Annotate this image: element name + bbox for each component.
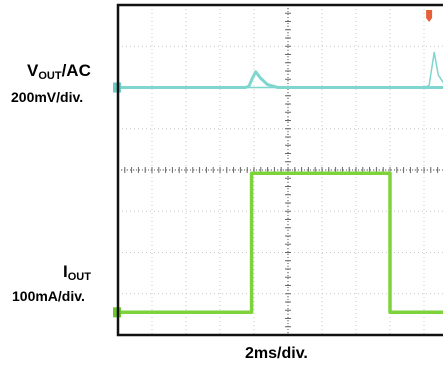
iout-trace <box>118 171 443 315</box>
time-scale-label: 2ms/div. <box>245 345 308 362</box>
iout-scale-label: 100mA/div. <box>12 288 85 304</box>
plot-frame <box>116 3 443 337</box>
vout-channel-label: VOUT/AC <box>27 61 91 83</box>
trigger-marker <box>426 10 433 22</box>
iout-channel-label: IOUT <box>63 262 91 284</box>
vout-trace <box>118 70 443 89</box>
vout-transient-spike <box>118 51 443 89</box>
graticule <box>117 4 443 336</box>
vout-scale-label: 200mV/div. <box>11 89 84 105</box>
traces <box>113 10 443 318</box>
